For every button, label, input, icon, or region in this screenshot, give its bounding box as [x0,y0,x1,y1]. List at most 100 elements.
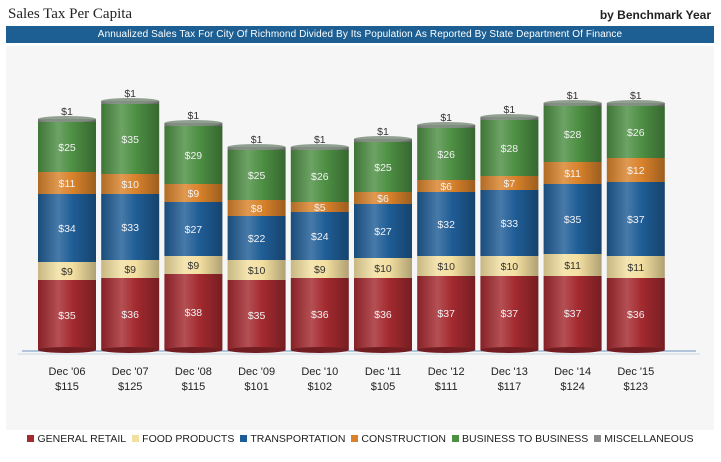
bar-base [606,347,665,353]
bar-segment [543,106,602,162]
category-total: $111 [435,381,458,393]
bar-segment [38,262,96,280]
bar-segment [417,256,476,276]
category-label: Dec '09 [238,366,275,378]
data-label: $11 [59,178,76,190]
bar-segment [480,190,539,256]
category-total: $125 [118,381,142,393]
data-label: $34 [58,223,76,235]
bar-segment [38,280,96,350]
bar-segment [290,150,349,202]
data-label: $9 [314,264,326,276]
bar-segment [354,278,412,350]
data-label: $10 [248,265,266,277]
data-label: $25 [248,170,266,182]
category-label: Dec '06 [49,366,86,378]
bar-segment [480,256,539,276]
data-label: $29 [185,150,203,162]
category-total: $115 [182,381,206,393]
data-label: $24 [311,231,329,243]
bar-cap [101,98,160,104]
bar-base [164,347,223,353]
data-label: $11 [564,260,581,272]
bar-segment [417,128,476,180]
category-label: Dec '07 [112,366,149,378]
data-label: $37 [437,308,455,320]
bar-segment [290,202,349,212]
category-total: $102 [308,381,332,393]
legend-item: MISCELLANEOUS [594,433,694,445]
bar-cap [227,144,286,150]
category-total: $115 [55,381,79,393]
bar-base [38,347,96,353]
data-label: $1 [61,106,73,118]
bar-segment [164,126,223,184]
category-total: $105 [371,381,395,393]
bar-segment [606,256,665,278]
bar-segment [606,106,665,158]
bar-cap [480,114,539,120]
legend-label: FOOD PRODUCTS [142,433,235,445]
data-label: $1 [567,90,579,102]
bar-cap [354,136,412,142]
category-total: $124 [560,381,584,393]
bar-segment [38,172,96,194]
data-label: $25 [374,162,392,174]
bar-segment [606,182,665,256]
data-label: $38 [185,307,203,319]
bar-segment [606,158,665,182]
data-label: $35 [58,310,76,322]
category-label: Dec '14 [554,366,591,378]
bar-segment [480,276,539,350]
bar-segment [543,184,602,254]
data-label: $35 [564,214,582,226]
data-label: $1 [251,134,263,146]
data-label: $32 [437,219,455,231]
bar-segment [101,260,160,278]
bar-segment [38,122,96,172]
category-label: Dec '15 [617,366,654,378]
category-total: $123 [624,381,648,393]
bar-segment [101,174,160,194]
bar-segment [480,176,539,190]
data-label: $11 [564,168,581,180]
bar-segment [480,120,539,176]
data-label: $1 [188,110,200,122]
data-label: $9 [188,260,200,272]
benchmark-label: by Benchmark Year [599,8,711,22]
data-label: $11 [627,262,644,274]
bar-segment [164,202,223,256]
legend-swatch [240,435,248,442]
data-label: $1 [124,88,136,100]
bar-cap [38,116,96,122]
data-label: $25 [58,142,76,154]
bar-segment [543,162,602,184]
legend-swatch [27,435,35,442]
data-label: $33 [121,222,139,234]
description-banner: Annualized Sales Tax For City Of Richmon… [6,26,714,43]
category-total: $101 [244,381,268,393]
data-label: $10 [437,261,455,273]
category-label: Dec '13 [491,366,528,378]
category-label: Dec '10 [301,366,338,378]
data-label: $36 [311,309,329,321]
legend-item: FOOD PRODUCTS [132,433,234,445]
data-label: $12 [627,165,645,177]
data-label: $36 [627,309,645,321]
data-label: $7 [504,178,516,190]
bar-segment [227,280,286,350]
data-label: $35 [121,134,139,146]
bar-cap [417,122,476,128]
data-label: $8 [251,203,263,215]
bar-segment [227,260,286,280]
bar-base [290,347,349,353]
data-label: $26 [437,149,455,161]
legend-item: TRANSPORTATION [240,433,345,445]
bar-cap [290,144,349,150]
data-label: $6 [377,193,389,205]
bar-segment [227,200,286,216]
legend-label: CONSTRUCTION [361,433,447,445]
bar-segment [290,278,349,350]
legend-label: MISCELLANEOUS [604,433,694,445]
